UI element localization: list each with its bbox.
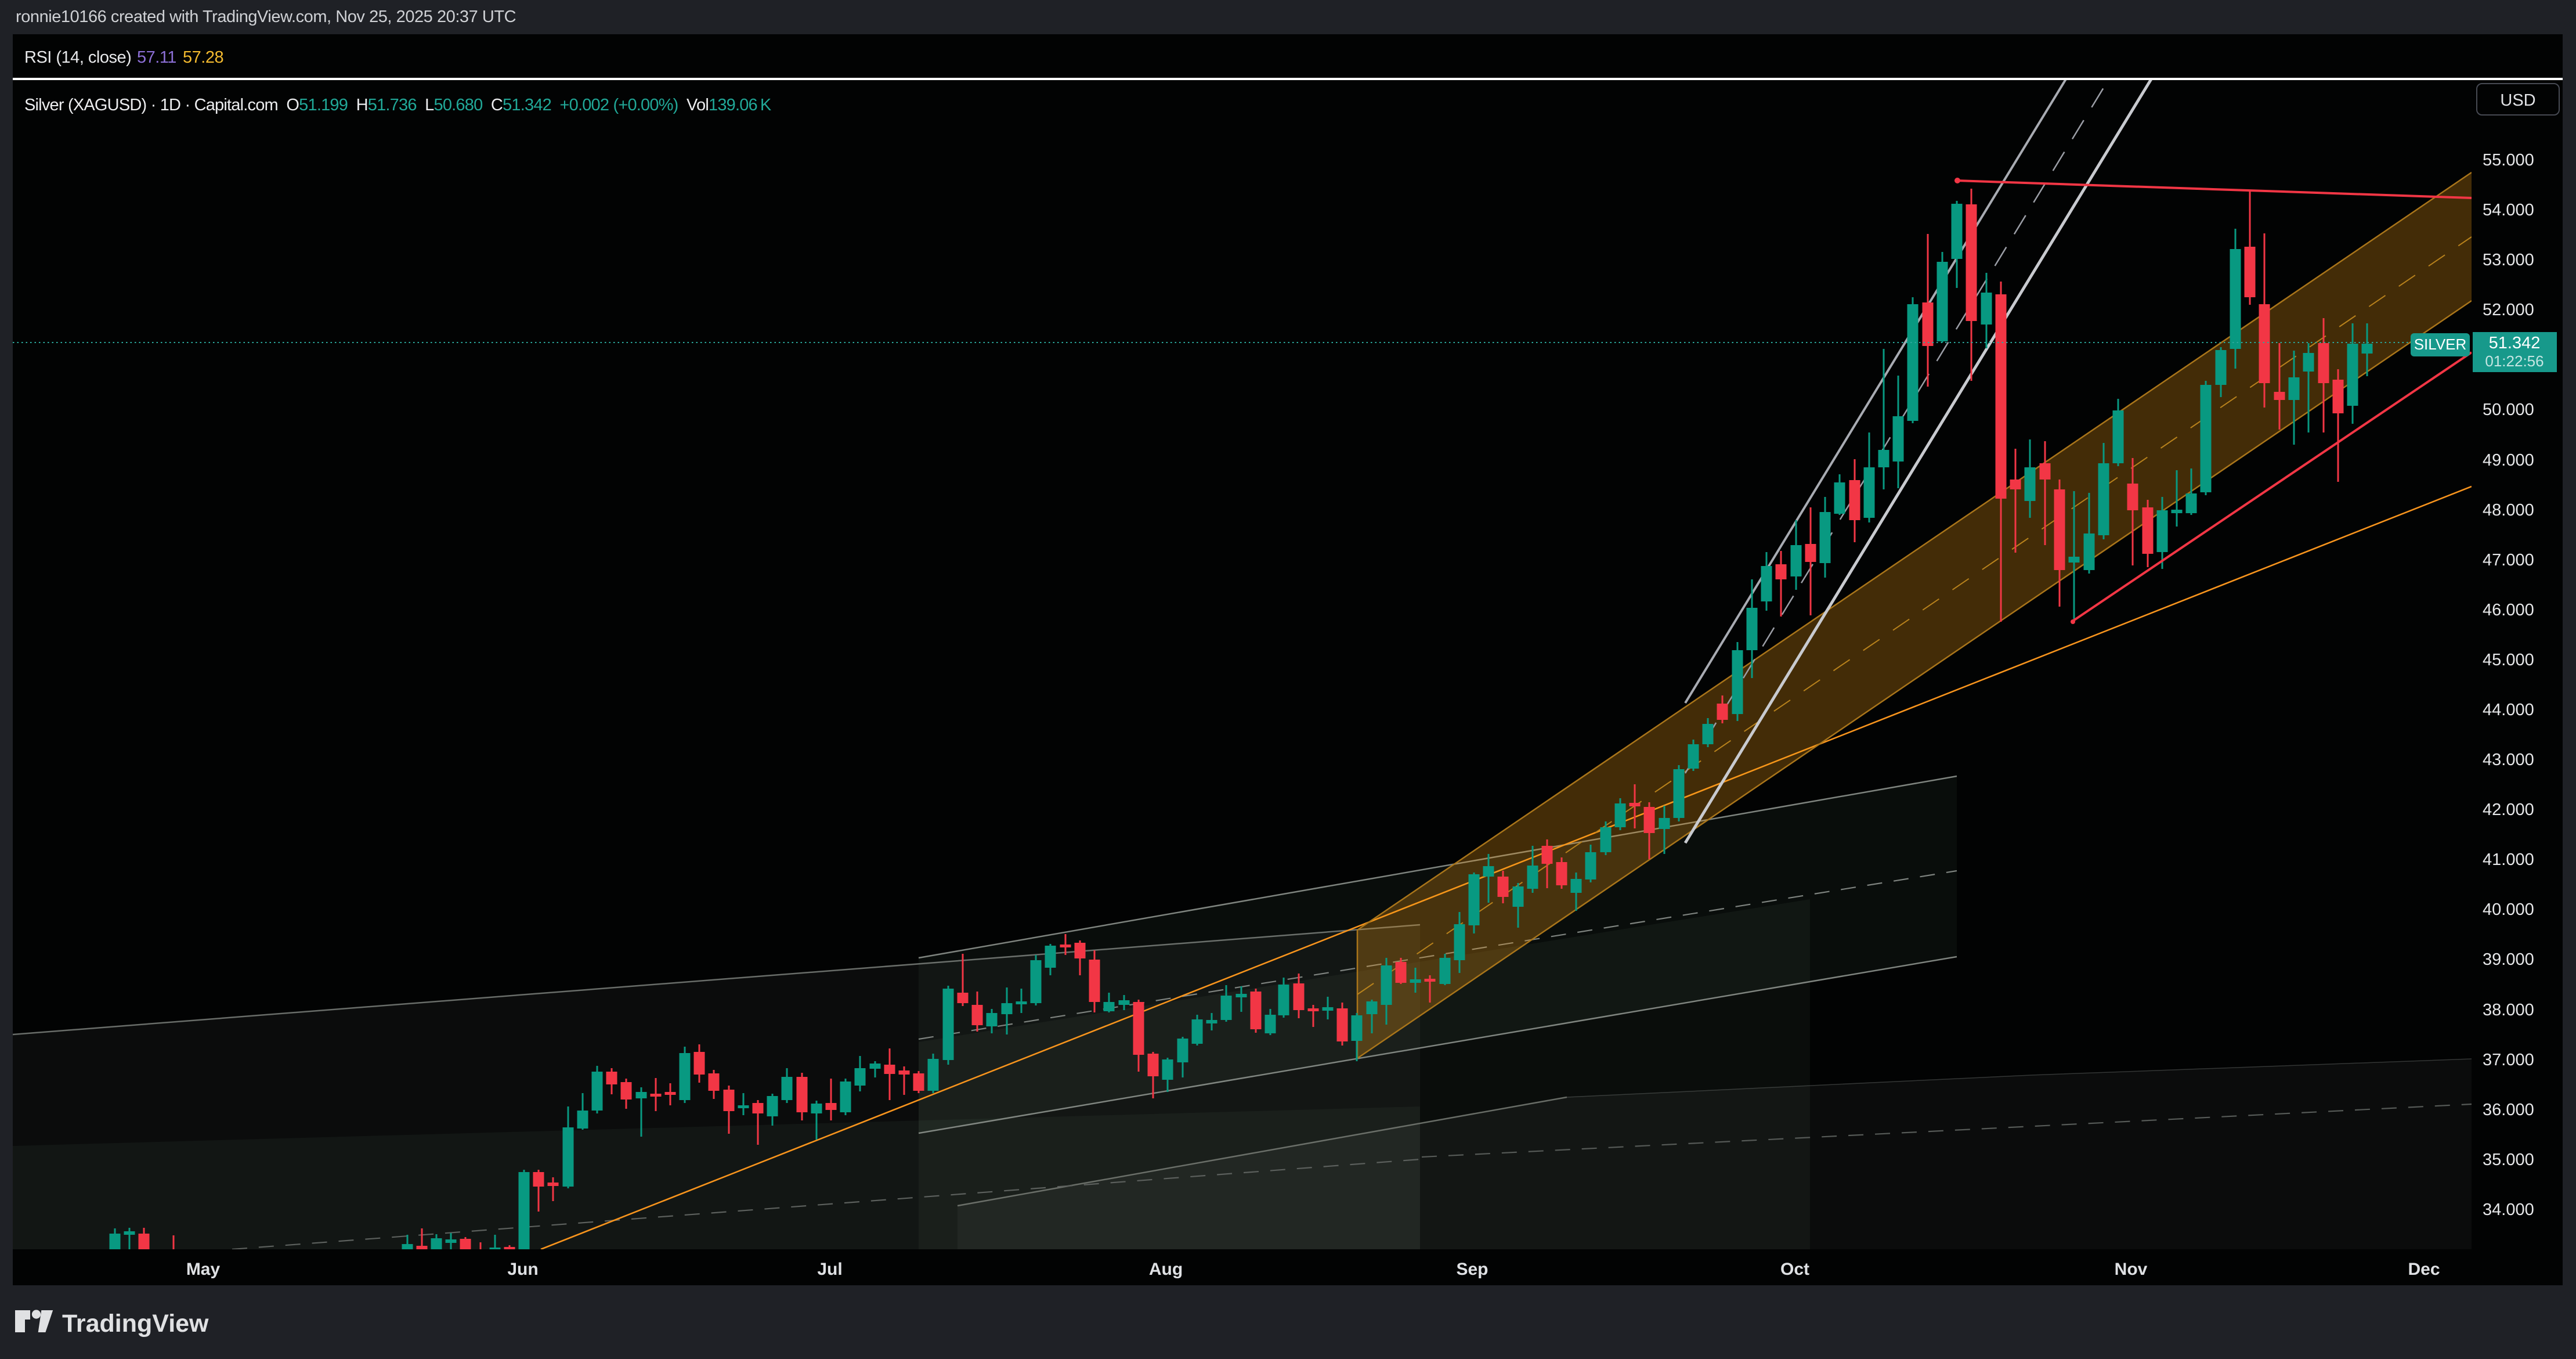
svg-text:TradingView: TradingView [62, 1310, 209, 1338]
svg-text:41.000: 41.000 [2483, 850, 2534, 869]
svg-text:52.000: 52.000 [2483, 301, 2534, 319]
svg-text:51.342: 51.342 [2489, 334, 2541, 352]
svg-text:34.000: 34.000 [2483, 1201, 2534, 1219]
svg-text:42.000: 42.000 [2483, 801, 2534, 819]
svg-text:49.000: 49.000 [2483, 451, 2534, 470]
svg-text:50.000: 50.000 [2483, 401, 2534, 419]
svg-text:Jun: Jun [507, 1260, 538, 1279]
svg-text:54.000: 54.000 [2483, 201, 2534, 219]
svg-text:44.000: 44.000 [2483, 701, 2534, 719]
svg-text:Nov: Nov [2115, 1260, 2148, 1279]
svg-text:38.000: 38.000 [2483, 1001, 2534, 1019]
svg-text:48.000: 48.000 [2483, 501, 2534, 520]
svg-text:40.000: 40.000 [2483, 900, 2534, 919]
svg-text:35.000: 35.000 [2483, 1151, 2534, 1169]
svg-text:RSI (14, close): RSI (14, close) [24, 48, 131, 67]
svg-text:Jul: Jul [817, 1260, 842, 1279]
svg-text:37.000: 37.000 [2483, 1051, 2534, 1069]
svg-text:May: May [186, 1260, 221, 1279]
svg-text:01:22:56: 01:22:56 [2485, 352, 2544, 370]
svg-text:43.000: 43.000 [2483, 751, 2534, 769]
svg-text:57.28: 57.28 [183, 48, 223, 67]
svg-text:55.000: 55.000 [2483, 151, 2534, 170]
svg-text:53.000: 53.000 [2483, 251, 2534, 269]
svg-text:Silver (XAGUSD) · 1D · Capital: Silver (XAGUSD) · 1D · Capital.com O51.1… [24, 96, 772, 114]
svg-text:Aug: Aug [1149, 1260, 1183, 1279]
svg-text:Oct: Oct [1780, 1260, 1809, 1279]
svg-text:47.000: 47.000 [2483, 551, 2534, 569]
svg-text:57.11: 57.11 [137, 48, 176, 67]
svg-text:39.000: 39.000 [2483, 950, 2534, 969]
svg-text:Dec: Dec [2408, 1260, 2440, 1279]
svg-text:Sep: Sep [1456, 1260, 1488, 1279]
svg-text:USD: USD [2500, 91, 2535, 110]
svg-text:SILVER: SILVER [2414, 336, 2467, 353]
svg-text:36.000: 36.000 [2483, 1101, 2534, 1119]
svg-text:45.000: 45.000 [2483, 651, 2534, 669]
svg-text:46.000: 46.000 [2483, 601, 2534, 619]
